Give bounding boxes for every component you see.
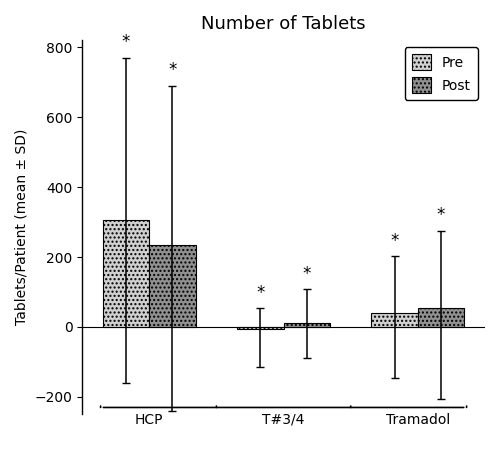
Y-axis label: Tablets/Patient (mean ± SD): Tablets/Patient (mean ± SD) (15, 129, 29, 325)
Bar (237, 327, 284, 329)
Text: *: * (302, 265, 311, 283)
Text: *: * (168, 61, 176, 79)
Text: T#3/4: T#3/4 (262, 413, 305, 427)
Bar (103, 220, 150, 327)
Legend: Pre, Post: Pre, Post (404, 47, 478, 100)
Bar (418, 308, 464, 327)
Text: *: * (256, 284, 264, 302)
Text: *: * (437, 207, 445, 225)
Title: Number of Tablets: Number of Tablets (202, 15, 366, 33)
Bar (284, 323, 330, 327)
Text: *: * (390, 232, 399, 250)
Text: *: * (122, 33, 130, 51)
Bar (150, 245, 196, 327)
Text: HCP: HCP (135, 413, 164, 427)
Text: Tramadol: Tramadol (386, 413, 450, 427)
Bar (372, 313, 418, 327)
